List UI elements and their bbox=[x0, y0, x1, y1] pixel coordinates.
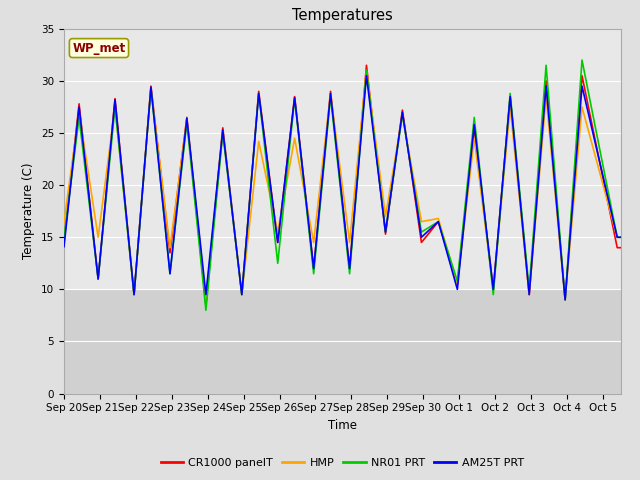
CR1000 panelT bbox=[363, 62, 371, 68]
NR01 PRT bbox=[600, 169, 608, 175]
Text: WP_met: WP_met bbox=[72, 42, 125, 55]
AM25T PRT bbox=[561, 297, 569, 303]
AM25T PRT bbox=[104, 173, 111, 179]
HMP bbox=[363, 68, 371, 73]
AM25T PRT bbox=[616, 234, 624, 240]
NR01 PRT bbox=[508, 102, 515, 108]
AM25T PRT bbox=[525, 287, 533, 293]
NR01 PRT bbox=[578, 57, 586, 63]
CR1000 panelT bbox=[616, 245, 624, 251]
Y-axis label: Temperature (C): Temperature (C) bbox=[22, 163, 35, 260]
Line: HMP: HMP bbox=[64, 71, 620, 300]
Legend: CR1000 panelT, HMP, NR01 PRT, AM25T PRT: CR1000 panelT, HMP, NR01 PRT, AM25T PRT bbox=[156, 454, 529, 473]
CR1000 panelT bbox=[104, 172, 111, 178]
HMP bbox=[116, 150, 124, 156]
AM25T PRT bbox=[363, 73, 371, 79]
AM25T PRT bbox=[600, 179, 608, 185]
AM25T PRT bbox=[60, 244, 68, 250]
HMP bbox=[526, 283, 534, 289]
X-axis label: Time: Time bbox=[328, 419, 357, 432]
CR1000 panelT bbox=[202, 302, 210, 308]
HMP bbox=[60, 219, 68, 225]
HMP bbox=[616, 234, 624, 240]
AM25T PRT bbox=[116, 144, 124, 150]
CR1000 panelT bbox=[269, 205, 277, 211]
NR01 PRT bbox=[616, 234, 624, 240]
NR01 PRT bbox=[104, 177, 111, 183]
HMP bbox=[600, 187, 608, 192]
CR1000 panelT bbox=[508, 108, 515, 114]
CR1000 panelT bbox=[600, 181, 608, 187]
Line: AM25T PRT: AM25T PRT bbox=[64, 76, 620, 300]
Bar bbox=[64, 289, 621, 394]
NR01 PRT bbox=[116, 150, 124, 156]
Title: Temperatures: Temperatures bbox=[292, 9, 393, 24]
HMP bbox=[202, 297, 210, 303]
CR1000 panelT bbox=[60, 239, 68, 245]
CR1000 panelT bbox=[116, 144, 124, 150]
HMP bbox=[269, 209, 277, 215]
NR01 PRT bbox=[202, 307, 210, 313]
NR01 PRT bbox=[60, 236, 68, 241]
AM25T PRT bbox=[269, 203, 277, 209]
HMP bbox=[104, 159, 111, 165]
Line: CR1000 panelT: CR1000 panelT bbox=[64, 65, 620, 305]
CR1000 panelT bbox=[526, 283, 534, 288]
Line: NR01 PRT: NR01 PRT bbox=[64, 60, 620, 310]
AM25T PRT bbox=[508, 105, 515, 110]
NR01 PRT bbox=[525, 282, 533, 288]
HMP bbox=[508, 118, 515, 124]
NR01 PRT bbox=[269, 222, 277, 228]
